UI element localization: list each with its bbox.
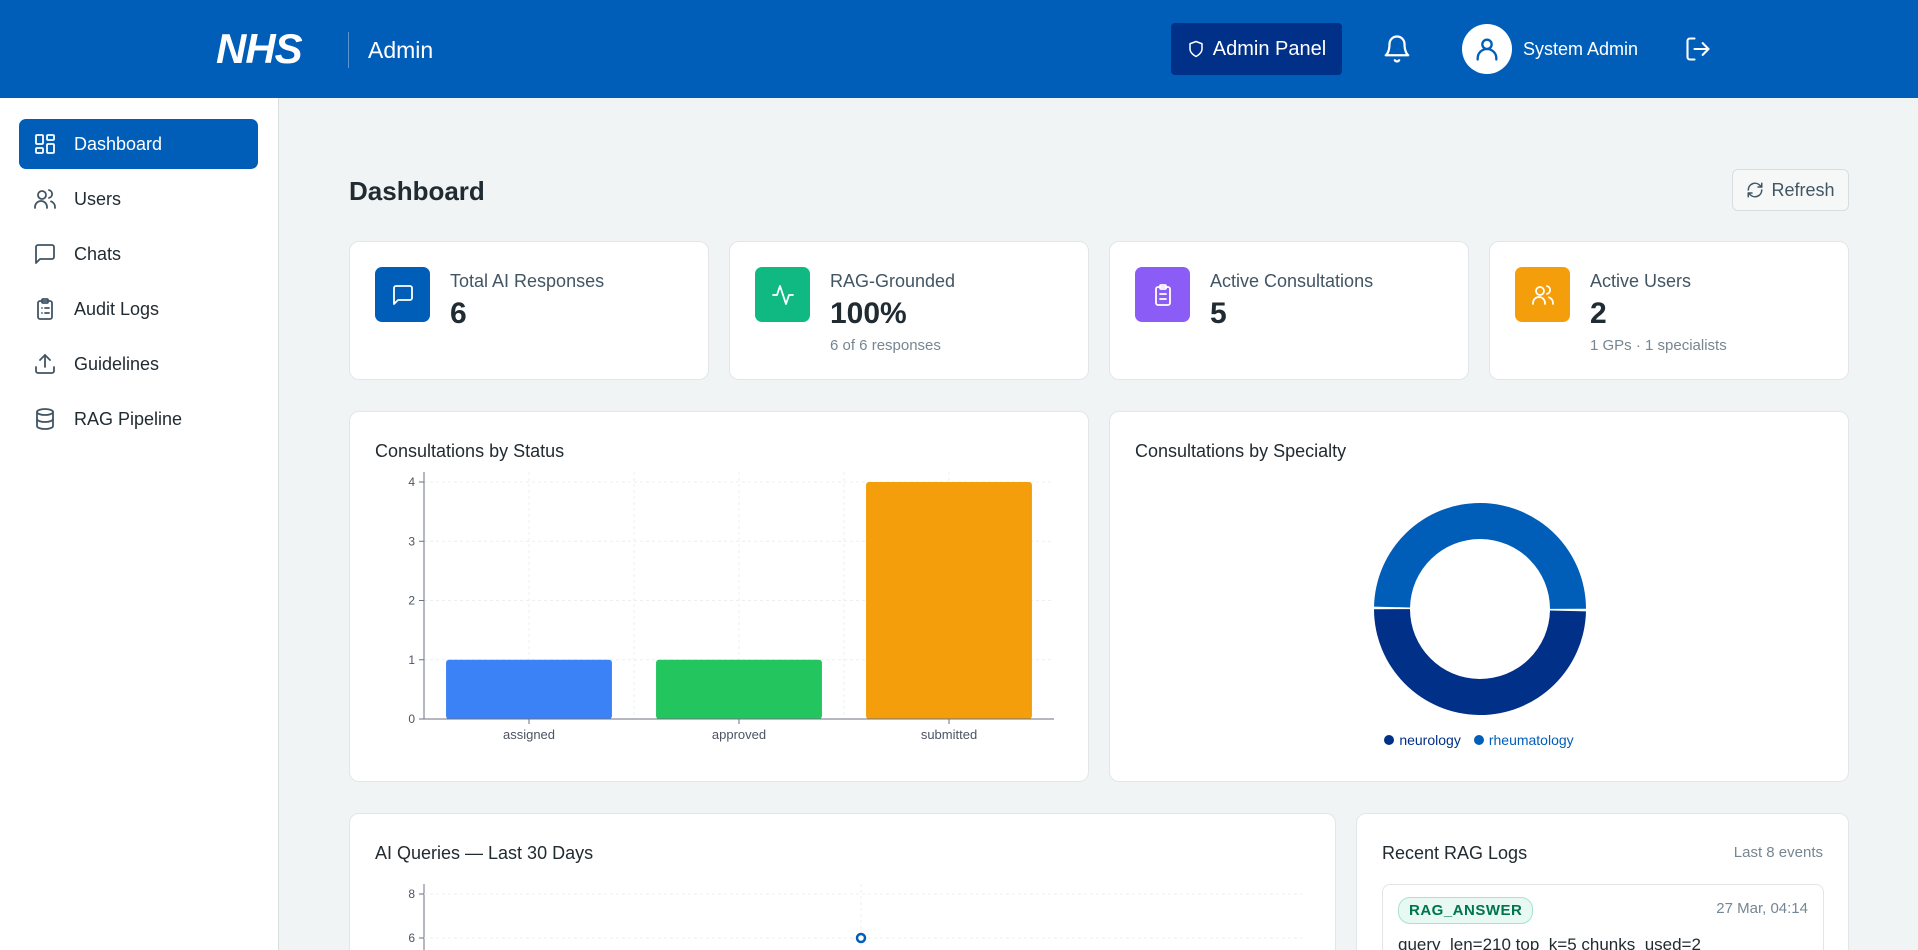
legend-item-neurology[interactable]: neurology <box>1384 732 1461 748</box>
x-tick-label: assigned <box>503 727 555 742</box>
legend-item-rheumatology[interactable]: rheumatology <box>1473 732 1574 748</box>
stat-value: 6 <box>450 297 467 330</box>
rag-logs-title: Recent RAG Logs <box>1382 843 1528 863</box>
y-tick-label: 2 <box>408 594 415 608</box>
sidebar-item-label: Guidelines <box>74 353 160 374</box>
refresh-label: Refresh <box>1771 179 1835 200</box>
log-text: query_len=210 top_k=5 chunks_used=2 <box>1398 935 1701 950</box>
stat-label: Total AI Responses <box>450 271 605 291</box>
stat-label: Active Consultations <box>1210 271 1374 291</box>
status-bar-chart: assigned approved submitted 0 1 2 3 4 <box>408 472 1054 742</box>
sidebar: Dashboard Users Chats Audit Logs Guideli… <box>0 98 279 950</box>
sidebar-item-label: Chats <box>74 243 122 264</box>
chart-title: Consultations by Status <box>375 441 565 461</box>
nhs-logo[interactable]: NHS <box>216 25 303 72</box>
users-icon <box>34 189 56 209</box>
legend-dot <box>1384 735 1395 745</box>
sidebar-item-rag-pipeline[interactable]: RAG Pipeline <box>19 394 258 444</box>
clipboard-icon <box>37 298 53 320</box>
sidebar-item-label: Users <box>74 188 122 209</box>
stat-icon-box <box>1515 267 1570 322</box>
stat-value: 100% <box>830 297 907 330</box>
sidebar-item-users[interactable]: Users <box>19 174 258 224</box>
chart-legend: neurology rheumatology <box>1110 732 1848 748</box>
x-tick-label: submitted <box>921 727 977 742</box>
chart-title: Consultations by Specialty <box>1135 441 1347 461</box>
y-tick-label: 1 <box>408 653 415 667</box>
activity-icon <box>771 284 794 305</box>
log-time: 27 Mar, 04:14 <box>1716 900 1808 917</box>
rag-logs-card: Recent RAG Logs Last 8 events RAG_ANSWER… <box>1356 813 1849 950</box>
shield-icon <box>1189 40 1203 58</box>
chat-icon <box>35 244 55 264</box>
ai-queries-line-chart: 68 <box>408 884 1304 950</box>
admin-panel-button[interactable]: Admin Panel <box>1171 23 1342 75</box>
sidebar-item-label: RAG Pipeline <box>74 408 183 429</box>
bar <box>446 659 612 719</box>
stat-sub: 1 GPs · 1 specialists <box>1590 337 1727 354</box>
users-icon <box>1531 284 1554 305</box>
sidebar-item-audit-logs[interactable]: Audit Logs <box>19 284 258 334</box>
stat-value: 5 <box>1210 297 1227 330</box>
refresh-button[interactable]: Refresh <box>1732 169 1849 211</box>
donut-slice <box>1374 503 1586 609</box>
x-tick-label: approved <box>712 727 766 742</box>
header-title: Admin <box>368 37 434 63</box>
stat-card-rag-grounded: RAG-Grounded 100% 6 of 6 responses <box>729 241 1089 380</box>
upload-icon <box>35 354 55 374</box>
y-tick-label: 8 <box>408 887 415 901</box>
stat-icon-box <box>755 267 810 322</box>
stat-label: Active Users <box>1590 271 1692 291</box>
sidebar-item-guidelines[interactable]: Guidelines <box>19 339 258 389</box>
rag-logs-note: Last 8 events <box>1733 844 1823 861</box>
stat-card-total-ai-responses: Total AI Responses 6 <box>349 241 709 380</box>
bell-icon[interactable] <box>1382 33 1412 65</box>
header-divider <box>348 32 349 68</box>
specialty-donut-chart <box>1374 503 1586 715</box>
stat-sub: 6 of 6 responses <box>830 337 941 354</box>
status-chart-card: Consultations by Status assigned approved… <box>349 411 1089 782</box>
bar <box>866 482 1032 719</box>
sidebar-item-label: Audit Logs <box>74 298 160 319</box>
legend-label: rheumatology <box>1488 732 1574 748</box>
legend-dot <box>1473 735 1484 745</box>
sidebar-item-dashboard[interactable]: Dashboard <box>19 119 258 169</box>
log-entry[interactable]: RAG_ANSWER 27 Mar, 04:14 query_len=210 t… <box>1382 884 1824 950</box>
page-title: Dashboard <box>349 176 485 206</box>
legend-label: neurology <box>1399 732 1461 748</box>
specialty-chart-card: Consultations by Specialty neurology rhe… <box>1109 411 1849 782</box>
clipboard-icon <box>1154 283 1171 306</box>
database-icon <box>36 408 54 430</box>
user-icon <box>1476 38 1498 61</box>
top-header: NHS Admin Admin Panel System Admin <box>0 0 1918 98</box>
admin-panel-label: Admin Panel <box>1212 37 1327 60</box>
stat-icon-box <box>375 267 430 322</box>
chat-icon <box>392 284 413 305</box>
stat-card-active-users: Active Users 2 1 GPs · 1 specialists <box>1489 241 1849 380</box>
stat-label: RAG-Grounded <box>830 271 956 291</box>
y-tick-label: 3 <box>408 534 415 548</box>
log-badge: RAG_ANSWER <box>1398 897 1534 924</box>
sidebar-item-chats[interactable]: Chats <box>19 229 258 279</box>
y-tick-label: 4 <box>408 475 415 489</box>
stat-value: 2 <box>1590 297 1607 330</box>
stat-icon-box <box>1135 267 1190 322</box>
y-tick-label: 0 <box>408 712 415 726</box>
donut-slice <box>1374 609 1586 715</box>
sidebar-item-label: Dashboard <box>74 133 163 154</box>
dashboard-icon <box>35 134 55 154</box>
bar <box>656 659 822 719</box>
y-tick-label: 6 <box>408 931 415 945</box>
line-point <box>855 932 867 944</box>
avatar[interactable] <box>1462 24 1512 74</box>
chart-title: AI Queries — Last 30 Days <box>375 843 594 863</box>
stat-card-active-consultations: Active Consultations 5 <box>1109 241 1469 380</box>
user-name[interactable]: System Admin <box>1523 39 1639 59</box>
logout-icon[interactable] <box>1684 35 1712 63</box>
refresh-icon <box>1747 182 1763 198</box>
